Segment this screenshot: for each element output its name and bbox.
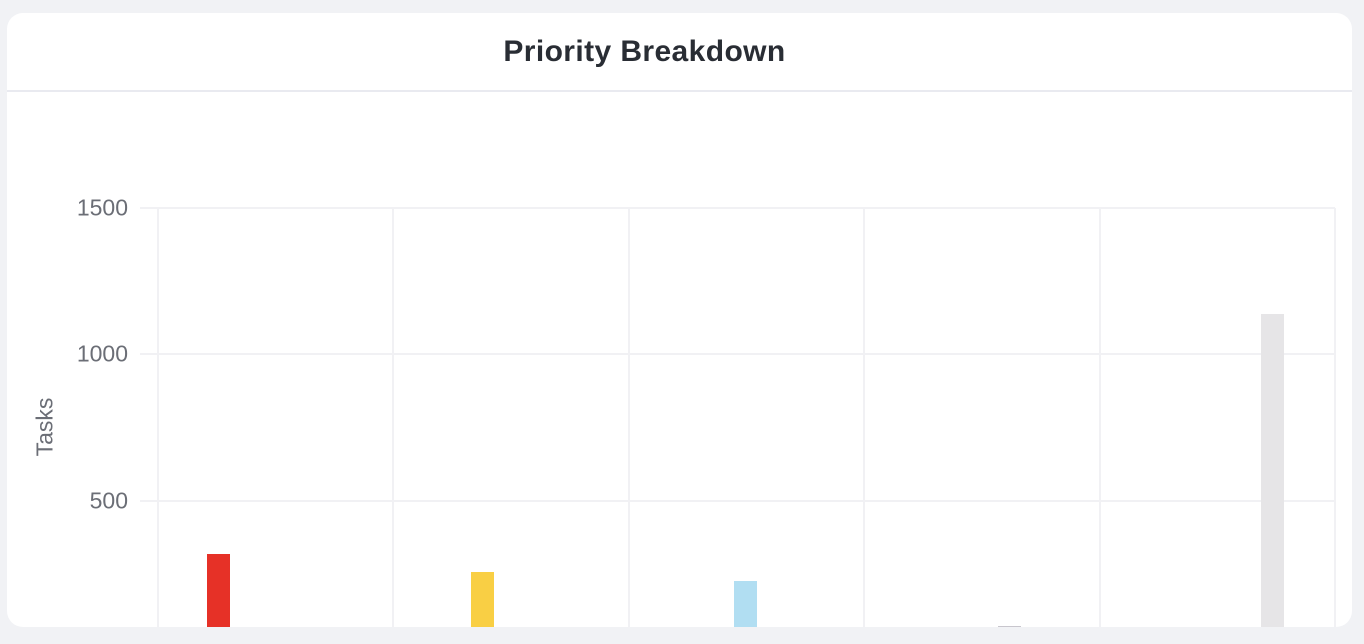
bar-normal[interactable] (734, 581, 757, 627)
horizontal-gridline (140, 499, 1335, 502)
chart-title: Priority Breakdown (503, 34, 786, 68)
bar-none[interactable] (1261, 314, 1284, 627)
horizontal-gridline (140, 353, 1335, 356)
vertical-gridline (392, 208, 395, 627)
y-tick-label: 500 (89, 487, 128, 514)
vertical-gridline (1098, 208, 1101, 627)
y-axis-title: Tasks (31, 397, 58, 457)
vertical-gridline (157, 208, 159, 627)
vertical-gridline (863, 208, 866, 627)
bar-high[interactable] (470, 572, 494, 627)
vertical-gridline (627, 208, 630, 627)
bar-low[interactable] (997, 625, 1021, 627)
bar-chart: Tasks 050010001500UrgentHighNormalLowNon… (7, 94, 1352, 627)
y-tick-label: 1500 (76, 194, 128, 221)
bar-urgent[interactable] (207, 554, 230, 627)
priority-breakdown-card: Priority Breakdown Tasks 050010001500Urg… (7, 13, 1352, 627)
chart-header: Priority Breakdown (7, 13, 1352, 92)
vertical-gridline (1334, 208, 1336, 627)
horizontal-gridline (140, 207, 1335, 209)
y-tick-label: 1000 (76, 340, 128, 367)
chart-plot-area: 050010001500UrgentHighNormalLowNone (77, 195, 1336, 627)
